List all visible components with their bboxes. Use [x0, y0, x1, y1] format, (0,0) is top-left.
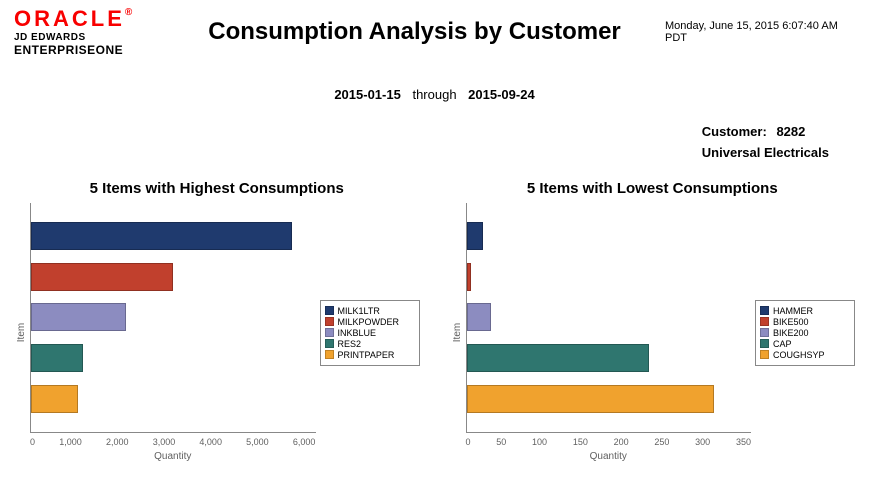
- legend-swatch: [325, 306, 334, 315]
- through-label: through: [412, 87, 456, 102]
- chart-low-legend: HAMMERBIKE500BIKE200CAPCOUGHSYP: [755, 300, 855, 366]
- date-to: 2015-09-24: [468, 87, 535, 102]
- bar: [467, 263, 471, 291]
- chart-high-ylabel: Item: [14, 203, 30, 462]
- legend-label: BIKE500: [773, 317, 809, 327]
- bar: [467, 222, 483, 250]
- bar: [467, 303, 491, 331]
- chart-high-xticks: 0 1,000 2,000 3,000 4,000 5,000 6,000: [30, 437, 316, 447]
- legend-swatch: [760, 350, 769, 359]
- chart-low-plotwrap: 0 50 100 150 200 250 300 350 Quantity: [466, 203, 752, 462]
- bar: [31, 222, 292, 250]
- registered-mark: ®: [125, 7, 132, 18]
- legend-row: INKBLUE: [325, 328, 415, 338]
- legend-label: RES2: [338, 339, 362, 349]
- chart-low-xlabel: Quantity: [466, 451, 752, 462]
- legend-label: INKBLUE: [338, 328, 377, 338]
- legend-label: BIKE200: [773, 328, 809, 338]
- chart-low-plot: [466, 203, 752, 433]
- bar: [31, 385, 78, 413]
- legend-row: MILK1LTR: [325, 306, 415, 316]
- customer-block: Customer: 8282 Universal Electricals: [702, 124, 829, 160]
- legend-row: BIKE200: [760, 328, 850, 338]
- report-header: ORACLE® JD EDWARDS ENTERPRISEONE Consump…: [0, 0, 869, 57]
- oracle-logo: ORACLE®: [14, 8, 164, 30]
- legend-label: COUGHSYP: [773, 350, 825, 360]
- chart-high-plotwrap: 0 1,000 2,000 3,000 4,000 5,000 6,000 Quantity: [30, 203, 316, 462]
- chart-low-ylabel: Item: [450, 203, 466, 462]
- chart-high-title: 5 Items with Highest Consumptions: [14, 180, 420, 197]
- report-title: Consumption Analysis by Customer: [164, 18, 665, 46]
- date-from: 2015-01-15: [334, 87, 401, 102]
- chart-high-legend: MILK1LTRMILKPOWDERINKBLUERES2PRINTPAPER: [320, 300, 420, 366]
- date-range: 2015-01-15 through 2015-09-24: [0, 87, 869, 102]
- legend-label: MILK1LTR: [338, 306, 380, 316]
- legend-row: MILKPOWDER: [325, 317, 415, 327]
- chart-high-xlabel: Quantity: [30, 451, 316, 462]
- legend-label: CAP: [773, 339, 792, 349]
- legend-label: PRINTPAPER: [338, 350, 395, 360]
- oracle-text: ORACLE: [14, 6, 125, 31]
- customer-name: Universal Electricals: [702, 145, 829, 160]
- x-tick: 150: [573, 437, 588, 447]
- legend-label: MILKPOWDER: [338, 317, 400, 327]
- legend-swatch: [760, 328, 769, 337]
- legend-swatch: [760, 339, 769, 348]
- x-tick: 300: [695, 437, 710, 447]
- legend-swatch: [760, 317, 769, 326]
- chart-low-title: 5 Items with Lowest Consumptions: [450, 180, 856, 197]
- chart-high-panel: 5 Items with Highest Consumptions Item 0…: [14, 180, 420, 462]
- chart-low-panel: 5 Items with Lowest Consumptions Item 0 5…: [450, 180, 856, 462]
- x-tick: 4,000: [199, 437, 222, 447]
- bar: [467, 385, 715, 413]
- legend-row: PRINTPAPER: [325, 350, 415, 360]
- legend-label: HAMMER: [773, 306, 813, 316]
- legend-swatch: [325, 328, 334, 337]
- customer-id: 8282: [776, 124, 805, 139]
- x-tick: 250: [654, 437, 669, 447]
- report-timestamp: Monday, June 15, 2015 6:07:40 AM PDT: [665, 20, 855, 44]
- legend-row: CAP: [760, 339, 850, 349]
- jd-edwards-text: JD EDWARDS: [14, 32, 164, 43]
- customer-label: Customer:: [702, 124, 767, 139]
- x-tick: 100: [532, 437, 547, 447]
- x-tick: 200: [614, 437, 629, 447]
- charts-row: 5 Items with Highest Consumptions Item 0…: [14, 180, 855, 462]
- enterpriseone-text: ENTERPRISEONE: [14, 43, 164, 57]
- bar: [467, 344, 650, 372]
- legend-swatch: [325, 350, 334, 359]
- title-block: Consumption Analysis by Customer: [164, 8, 665, 46]
- legend-swatch: [325, 317, 334, 326]
- legend-swatch: [325, 339, 334, 348]
- legend-row: HAMMER: [760, 306, 850, 316]
- chart-high-plot: [30, 203, 316, 433]
- branding-block: ORACLE® JD EDWARDS ENTERPRISEONE: [14, 8, 164, 57]
- chart-low-body: Item 0 50 100 150 200 250 300 350 Quantity HAMM…: [450, 203, 856, 462]
- x-tick: 3,000: [153, 437, 176, 447]
- x-tick: 0: [30, 437, 35, 447]
- bar: [31, 263, 173, 291]
- chart-high-body: Item 0 1,000 2,000 3,000 4,000 5,000 6,000 Qua…: [14, 203, 420, 462]
- x-tick: 1,000: [59, 437, 82, 447]
- x-tick: 6,000: [293, 437, 316, 447]
- x-tick: 50: [496, 437, 506, 447]
- x-tick: 350: [736, 437, 751, 447]
- x-tick: 2,000: [106, 437, 129, 447]
- x-tick: 0: [466, 437, 471, 447]
- bar: [31, 344, 83, 372]
- legend-swatch: [760, 306, 769, 315]
- legend-row: COUGHSYP: [760, 350, 850, 360]
- legend-row: RES2: [325, 339, 415, 349]
- x-tick: 5,000: [246, 437, 269, 447]
- bar: [31, 303, 126, 331]
- chart-low-xticks: 0 50 100 150 200 250 300 350: [466, 437, 752, 447]
- legend-row: BIKE500: [760, 317, 850, 327]
